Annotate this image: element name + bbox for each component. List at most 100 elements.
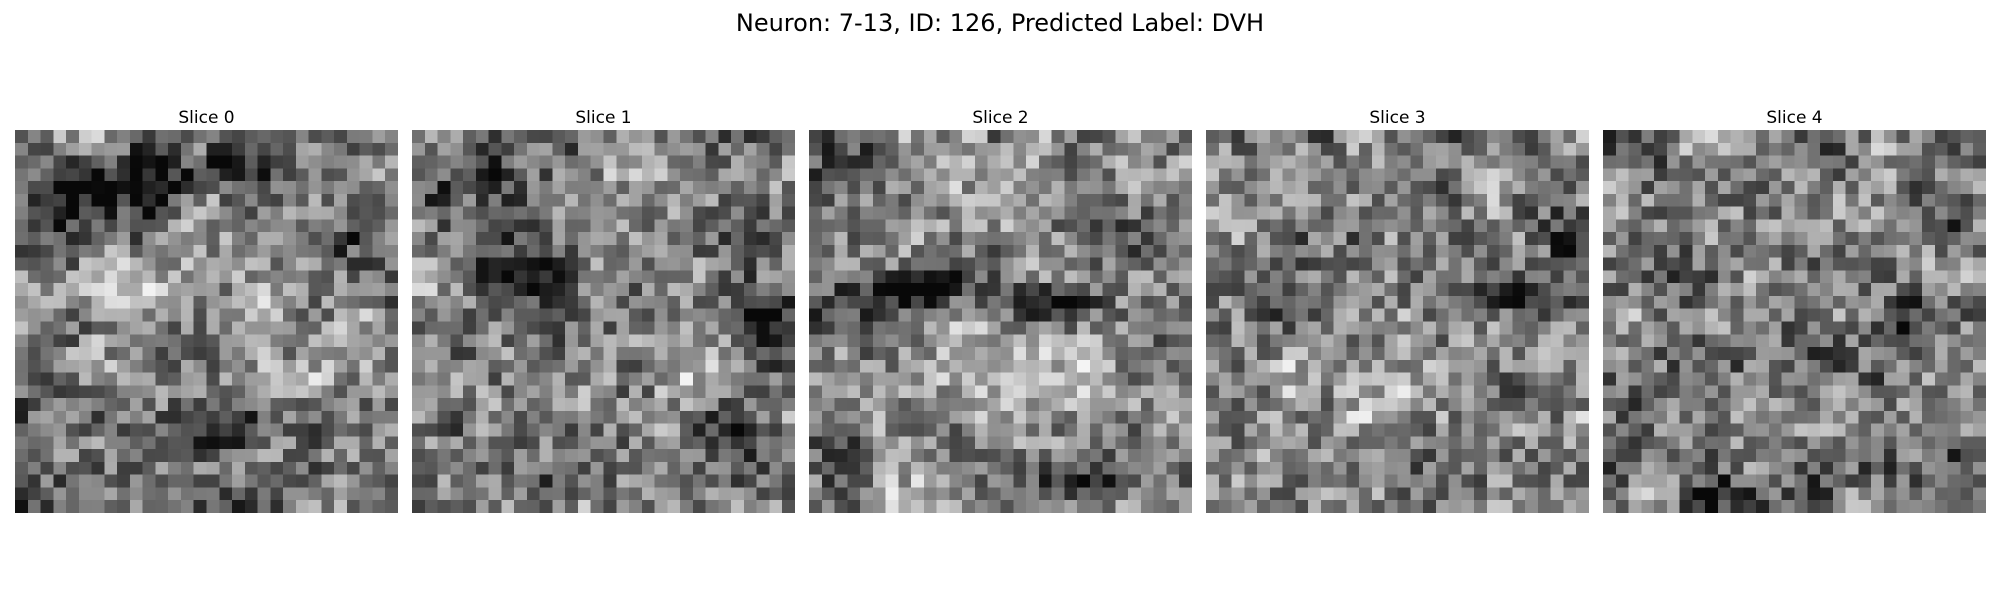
pixel — [1705, 372, 1719, 386]
pixel — [1973, 232, 1986, 246]
pixel — [1922, 461, 1936, 475]
pixel — [1115, 155, 1129, 169]
pixel — [244, 436, 258, 450]
pixel — [1717, 500, 1731, 513]
pixel — [718, 334, 732, 348]
pixel — [168, 347, 182, 361]
pixel — [180, 398, 194, 412]
pixel — [193, 168, 207, 182]
pixel — [654, 232, 668, 246]
pixel — [117, 181, 131, 195]
pixel — [629, 219, 643, 233]
pixel — [809, 461, 823, 475]
pixel — [475, 295, 489, 309]
pixel — [1218, 181, 1232, 195]
pixel — [872, 181, 886, 195]
pixel — [1705, 308, 1719, 322]
pixel — [782, 449, 795, 463]
pixel — [911, 244, 925, 258]
pixel — [308, 436, 322, 450]
pixel — [450, 283, 464, 297]
pixel — [552, 142, 566, 156]
pixel — [1166, 449, 1180, 463]
pixel — [1064, 244, 1078, 258]
pixel — [1115, 219, 1129, 233]
pixel — [1448, 385, 1462, 399]
pixel — [1474, 295, 1488, 309]
pixel — [526, 257, 540, 271]
pixel — [1218, 347, 1232, 361]
pixel — [475, 359, 489, 373]
pixel — [1960, 449, 1974, 463]
pixel — [53, 244, 67, 258]
pixel — [692, 321, 706, 335]
pixel — [40, 487, 54, 501]
pixel — [860, 474, 874, 488]
pixel — [1115, 232, 1129, 246]
pixel — [27, 321, 41, 335]
pixel — [1934, 347, 1948, 361]
pixel — [1934, 398, 1948, 412]
pixel — [257, 244, 271, 258]
pixel — [1295, 244, 1309, 258]
pixel — [180, 500, 194, 513]
pixel — [641, 423, 655, 437]
pixel — [949, 334, 963, 348]
pixel — [923, 193, 937, 207]
pixel — [1845, 321, 1859, 335]
pixel — [1206, 206, 1220, 220]
pixel — [782, 410, 795, 424]
pixel — [1435, 206, 1449, 220]
pixel — [705, 359, 719, 373]
pixel — [1448, 181, 1462, 195]
pixel — [232, 449, 246, 463]
pixel — [1743, 359, 1757, 373]
pixel — [1153, 219, 1167, 233]
pixel — [308, 257, 322, 271]
pixel — [155, 474, 169, 488]
pixel — [40, 500, 54, 513]
pixel — [1013, 232, 1027, 246]
pixel — [257, 295, 271, 309]
pixel — [860, 130, 874, 144]
pixel — [1603, 193, 1617, 207]
pixel — [616, 334, 630, 348]
pixel — [834, 372, 848, 386]
pixel — [1947, 283, 1961, 297]
pixel — [372, 308, 386, 322]
pixel — [1244, 308, 1258, 322]
pixel — [1308, 334, 1322, 348]
pixel — [244, 155, 258, 169]
pixel — [1807, 168, 1821, 182]
pixel — [1679, 206, 1693, 220]
pixel — [769, 257, 783, 271]
pixel — [1013, 244, 1027, 258]
pixel — [821, 283, 835, 297]
pixel — [1896, 295, 1910, 309]
pixel — [232, 270, 246, 284]
pixel — [1257, 487, 1271, 501]
pixel — [1026, 461, 1040, 475]
pixel — [1308, 232, 1322, 246]
pixel — [1909, 142, 1923, 156]
pixel — [53, 181, 67, 195]
pixel — [1717, 436, 1731, 450]
pixel — [1692, 347, 1706, 361]
pixel — [1423, 181, 1437, 195]
pixel — [244, 372, 258, 386]
pixel — [616, 321, 630, 335]
pixel — [872, 257, 886, 271]
pixel — [667, 359, 681, 373]
pixel — [1089, 410, 1103, 424]
pixel — [1973, 283, 1986, 297]
pixel — [1730, 295, 1744, 309]
pixel — [1102, 449, 1116, 463]
pixel — [206, 244, 220, 258]
pixel — [1512, 193, 1526, 207]
pixel — [372, 219, 386, 233]
pixel — [1807, 500, 1821, 513]
pixel — [911, 334, 925, 348]
pixel — [1641, 193, 1655, 207]
pixel — [885, 385, 899, 399]
pixel — [437, 232, 451, 246]
